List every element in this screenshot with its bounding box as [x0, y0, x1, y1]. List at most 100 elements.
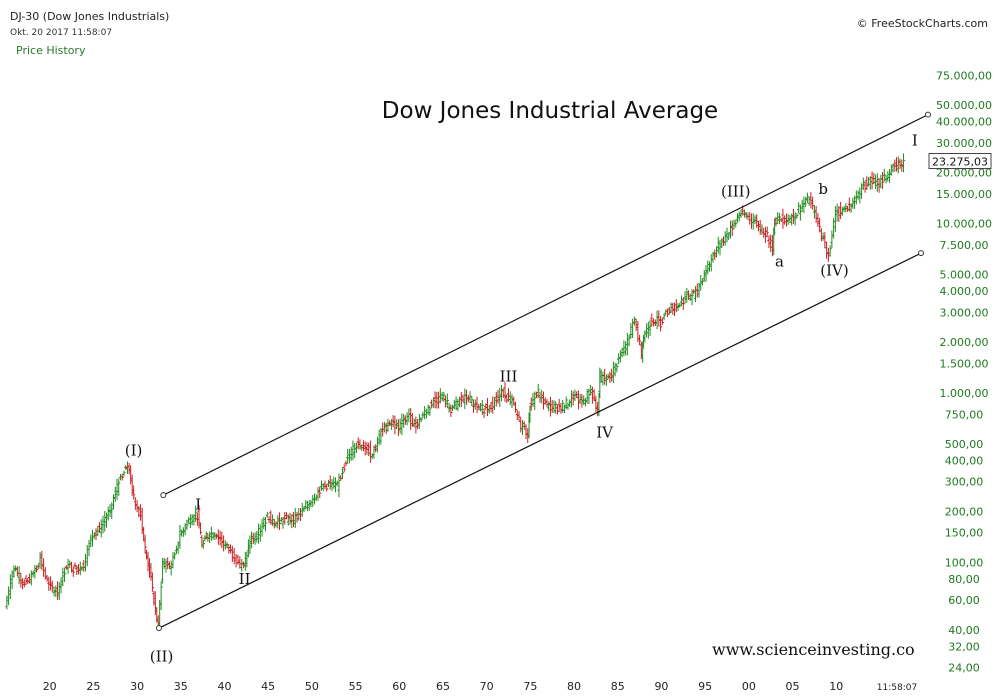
price-bar [468, 391, 472, 403]
price-bar [421, 411, 425, 419]
price-bar [866, 176, 871, 187]
price-bar [604, 374, 608, 386]
price-bar [66, 558, 70, 575]
price-bar [513, 401, 518, 413]
price-bar [492, 397, 497, 411]
price-bar [19, 573, 23, 588]
price-bar [48, 576, 53, 591]
price-bar [351, 440, 355, 461]
price-bar [571, 391, 575, 406]
price-bar [375, 436, 380, 453]
x-tick-label: 25 [86, 680, 100, 693]
price-bar [533, 391, 537, 411]
price-bar [896, 156, 900, 174]
time-axis-label: 11:58:07 [877, 683, 917, 693]
price-bar [706, 260, 710, 275]
price-bar [270, 514, 275, 527]
price-bar [554, 401, 558, 414]
price-bar [877, 177, 881, 193]
price-bar [251, 532, 255, 544]
price-bar [840, 206, 844, 216]
price-bar [340, 467, 345, 480]
price-bar [269, 510, 273, 525]
price-bar [80, 565, 84, 572]
price-bar [361, 440, 366, 452]
price-bar [54, 585, 58, 598]
price-bar [886, 171, 890, 182]
price-bar [260, 518, 264, 537]
price-bar [519, 417, 523, 433]
price-bar [887, 168, 892, 183]
price-bar [664, 309, 668, 316]
price-bar [117, 478, 121, 496]
price-bar [34, 565, 39, 573]
price-bar [709, 254, 713, 272]
price-bar [520, 420, 525, 436]
price-bar [159, 581, 163, 611]
channel-anchor-handle[interactable] [918, 250, 925, 257]
y-tick-label: 32,00 [948, 640, 980, 653]
price-bar [515, 409, 519, 420]
channel-anchor-handle[interactable] [160, 492, 167, 499]
price-bar [291, 511, 296, 528]
price-bar [475, 396, 479, 414]
price-bar [685, 288, 689, 303]
price-bar [346, 448, 350, 464]
price-bar [33, 564, 37, 579]
price-bar [585, 388, 589, 404]
price-bar [122, 470, 126, 477]
price-bar [312, 493, 317, 505]
y-tick-label: 300,00 [945, 476, 984, 489]
copyright-notice[interactable]: © FreeStockCharts.com [856, 17, 988, 30]
price-bar [410, 413, 414, 427]
price-bar [288, 512, 292, 525]
price-bar [674, 299, 678, 313]
price-bar [379, 427, 383, 445]
last-price-label: 23.275,03 [928, 153, 992, 170]
price-bar [234, 554, 238, 568]
price-bar [825, 241, 829, 259]
channel-anchor-handle[interactable] [155, 625, 162, 632]
upper-channel-line[interactable] [163, 114, 929, 496]
price-bar [40, 550, 44, 571]
price-bar [26, 577, 30, 585]
price-bar [326, 479, 331, 488]
wave-label: II [239, 570, 251, 588]
price-bar [765, 226, 769, 238]
price-bar [545, 399, 549, 408]
watermark-text: www.scienceinvesting.co [712, 640, 915, 659]
lower-channel-line[interactable] [158, 252, 922, 629]
price-bar [875, 173, 879, 192]
price-bar [814, 205, 818, 223]
y-tick-label: 1.000,00 [940, 387, 989, 400]
price-bar [276, 515, 280, 529]
price-bar [180, 529, 184, 537]
wave-label: (I) [125, 441, 143, 459]
y-tick-label: 200,00 [945, 506, 984, 519]
price-bar [62, 567, 67, 583]
price-bar [120, 473, 124, 481]
x-tick-label: 75 [523, 680, 537, 693]
price-bar [610, 368, 614, 382]
price-bar [104, 512, 109, 528]
price-bar [318, 486, 322, 499]
price-bar [135, 499, 139, 513]
price-bar [71, 566, 75, 577]
price-bar [491, 396, 495, 414]
price-bar [480, 399, 484, 415]
price-bar [482, 407, 486, 418]
price-bar [433, 391, 437, 409]
price-bar [473, 399, 477, 410]
channel-anchor-handle[interactable] [925, 111, 931, 118]
price-bar [802, 196, 806, 214]
price-history-label[interactable]: Price History [16, 44, 86, 57]
wave-label: (III) [721, 182, 750, 200]
price-bar [828, 245, 832, 257]
price-bar [29, 570, 33, 586]
price-bar [721, 236, 726, 247]
x-tick-label: 50 [305, 680, 319, 693]
price-bar [873, 174, 878, 190]
price-bar [812, 205, 816, 219]
price-bar [323, 480, 327, 490]
price-bar [783, 215, 787, 225]
